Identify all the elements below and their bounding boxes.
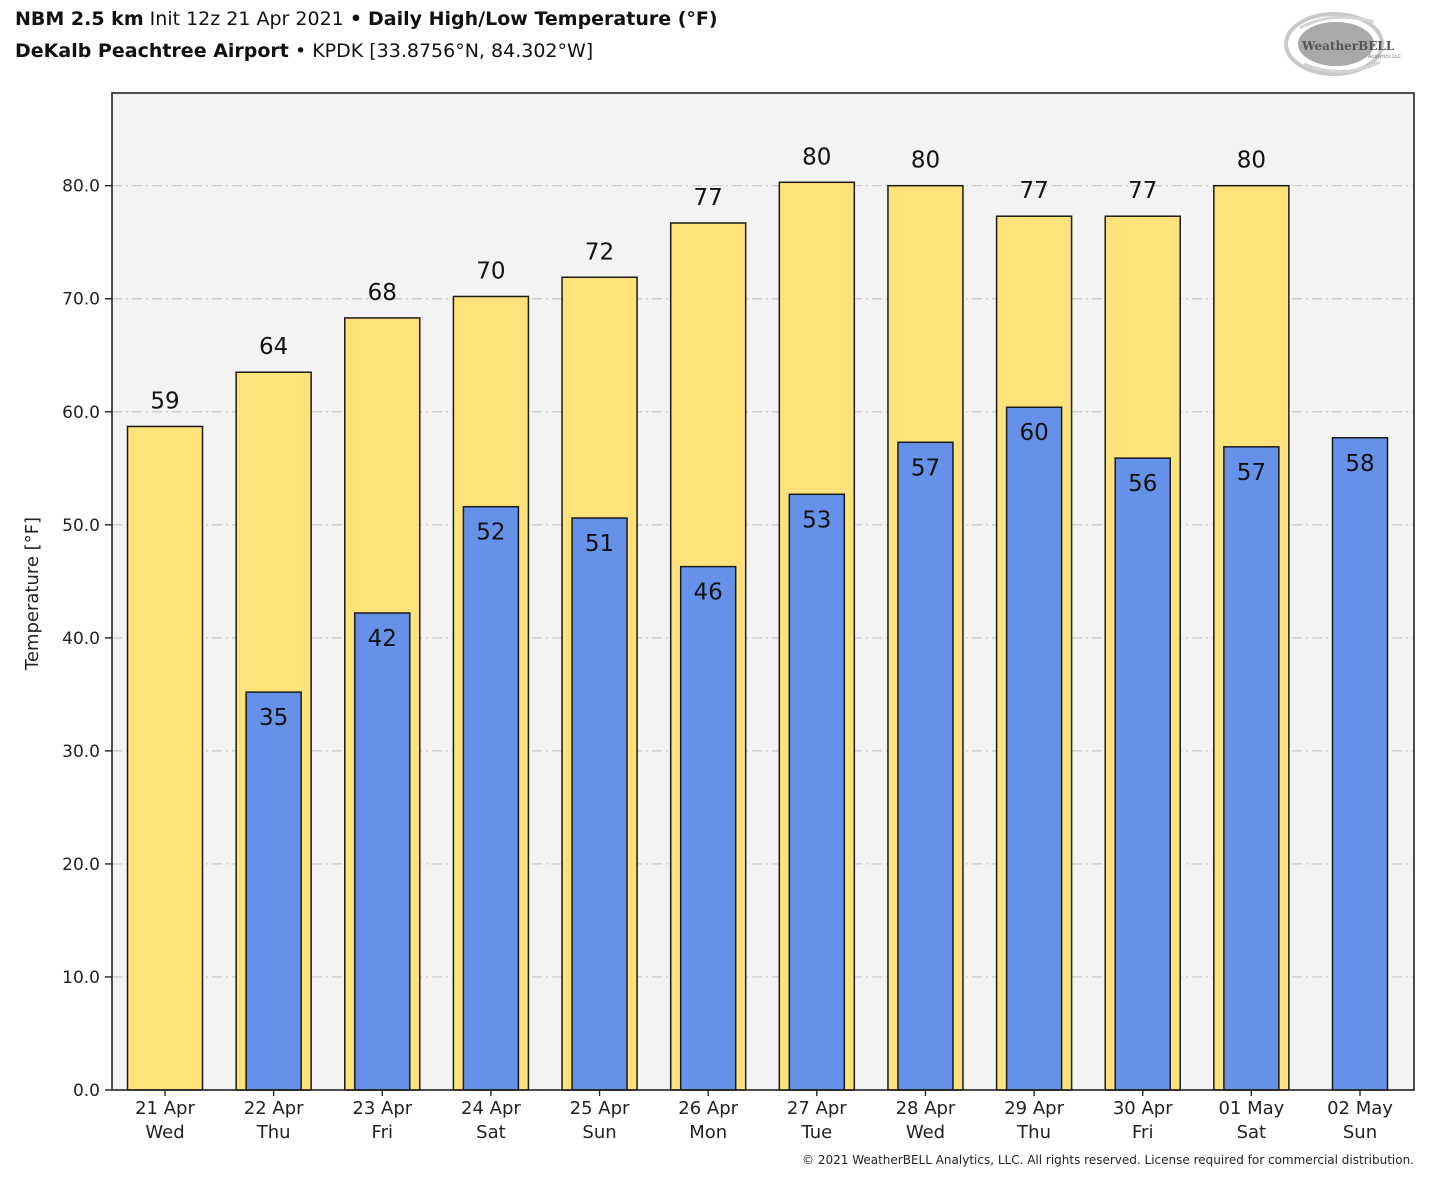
x-tick-date: 28 Apr (896, 1098, 956, 1119)
x-tick-date: 30 Apr (1113, 1098, 1173, 1119)
logo-swirl-outer (1284, 12, 1384, 76)
high-bar-label: 70 (476, 258, 505, 284)
bars (126, 181, 1389, 1091)
logo-swirl-inner (1298, 22, 1374, 66)
chart-title-line-2: DeKalb Peachtree Airport • KPDK [33.8756… (15, 40, 593, 62)
logo-text: WeatherBELL (1301, 39, 1395, 53)
x-tick-day: Thu (1016, 1122, 1051, 1143)
title-separator: • (349, 8, 362, 30)
low-bar-label: 42 (368, 626, 397, 652)
station-separator: • (294, 40, 307, 62)
x-tick-date: 22 Apr (244, 1098, 304, 1119)
low-bar (1223, 446, 1280, 1091)
x-tick-day: Fri (1132, 1122, 1153, 1143)
model-name: NBM 2.5 km (15, 8, 144, 30)
x-tick-day: Fri (372, 1122, 393, 1143)
high-bar-label: 72 (585, 239, 614, 265)
chart-title-line-1: NBM 2.5 km Init 12z 21 Apr 2021 • Daily … (15, 8, 718, 30)
low-bar-label: 46 (694, 580, 723, 606)
weatherbell-logo: WeatherBELL Analytics LLC (1284, 12, 1402, 76)
x-tick-date: 29 Apr (1004, 1098, 1064, 1119)
low-bar (462, 505, 520, 1091)
gridlines (112, 185, 1414, 978)
low-bar-label: 56 (1128, 471, 1157, 497)
y-tick-label: 50.0 (62, 516, 100, 536)
x-tick-day: Wed (145, 1122, 184, 1143)
x-tick-date: 24 Apr (461, 1098, 521, 1119)
x-tick-day: Tue (800, 1122, 832, 1143)
y-tick-label: 10.0 (62, 968, 100, 988)
low-bar (354, 612, 411, 1091)
x-tick-date: 01 May (1218, 1098, 1284, 1119)
product-title: Daily High/Low Temperature (°F) (368, 8, 718, 30)
low-bar-label: 57 (911, 455, 940, 481)
y-tick-label: 70.0 (62, 290, 100, 310)
y-tick-label: 20.0 (62, 855, 100, 875)
x-tick-date: 25 Apr (570, 1098, 630, 1119)
low-bar (245, 691, 302, 1091)
x-tick-date: 23 Apr (352, 1098, 412, 1119)
high-bar (126, 425, 204, 1091)
low-bar (1331, 437, 1389, 1091)
y-tick-label: 80.0 (62, 177, 100, 197)
x-tick-day: Sat (476, 1122, 506, 1143)
low-bar (788, 493, 846, 1091)
plot-area (112, 93, 1414, 1090)
plot-frame (111, 92, 1415, 1091)
x-axis: 21 Apr Wed 22 Apr Thu 23 Apr Fri 24 Apr Sat 25 A… (135, 1090, 1393, 1143)
x-tick-date: 02 May (1327, 1098, 1393, 1119)
station-info: KPDK [33.8756°N, 84.302°W] (312, 40, 594, 62)
low-bar-label: 57 (1237, 460, 1266, 486)
y-axis: 0.0 10.0 20.0 30.0 40.0 50.0 60.0 70.0 80.0 (62, 177, 112, 1101)
high-bar-label: 64 (259, 334, 288, 360)
high-bar-label: 80 (802, 144, 831, 170)
init-time: Init 12z 21 Apr 2021 (149, 8, 344, 30)
high-bar-label: 77 (1128, 178, 1157, 204)
x-tick-day: Wed (906, 1122, 945, 1143)
low-bar (897, 441, 954, 1091)
station-name: DeKalb Peachtree Airport (15, 40, 289, 62)
x-tick-date: 21 Apr (135, 1098, 195, 1119)
low-bar-label: 53 (802, 507, 831, 533)
low-bar (679, 565, 737, 1091)
low-bar-label: 60 (1019, 420, 1048, 446)
low-bar-label: 51 (585, 531, 614, 557)
high-bar-label: 68 (368, 280, 397, 306)
high-bar-label: 80 (1237, 148, 1266, 174)
low-bar-label: 52 (476, 520, 505, 546)
y-tick-label: 30.0 (62, 742, 100, 762)
x-tick-date: 27 Apr (787, 1098, 847, 1119)
bar-labels: 59 64 35 68 42 70 52 72 51 77 46 80 53 80 57 77 60 77 56 80… (150, 144, 1374, 731)
high-bar-label: 77 (694, 185, 723, 211)
x-tick-day: Sun (1343, 1122, 1377, 1143)
x-tick-day: Sat (1237, 1122, 1267, 1143)
low-bar (571, 517, 628, 1091)
low-bar-label: 58 (1345, 451, 1374, 477)
copyright-notice: © 2021 WeatherBELL Analytics, LLC. All r… (802, 1153, 1414, 1167)
x-tick-date: 26 Apr (678, 1098, 738, 1119)
high-bar-label: 59 (150, 388, 179, 414)
x-tick-day: Sun (582, 1122, 616, 1143)
low-bar (1005, 406, 1063, 1091)
low-bar (1114, 457, 1171, 1091)
y-tick-label: 60.0 (62, 403, 100, 423)
low-bar-label: 35 (259, 705, 288, 731)
y-tick-label: 0.0 (73, 1081, 100, 1101)
x-tick-day: Thu (256, 1122, 291, 1143)
high-bar-label: 77 (1019, 178, 1048, 204)
logo-subtext: Analytics LLC (1368, 54, 1402, 60)
high-bar-label: 80 (911, 148, 940, 174)
logo-swirl-arc (1299, 15, 1375, 30)
x-tick-day: Mon (689, 1122, 727, 1143)
y-axis-label: Temperature [°F] (22, 517, 43, 671)
y-tick-label: 40.0 (62, 629, 100, 649)
logo-swirl-arc-lower (1303, 60, 1381, 74)
